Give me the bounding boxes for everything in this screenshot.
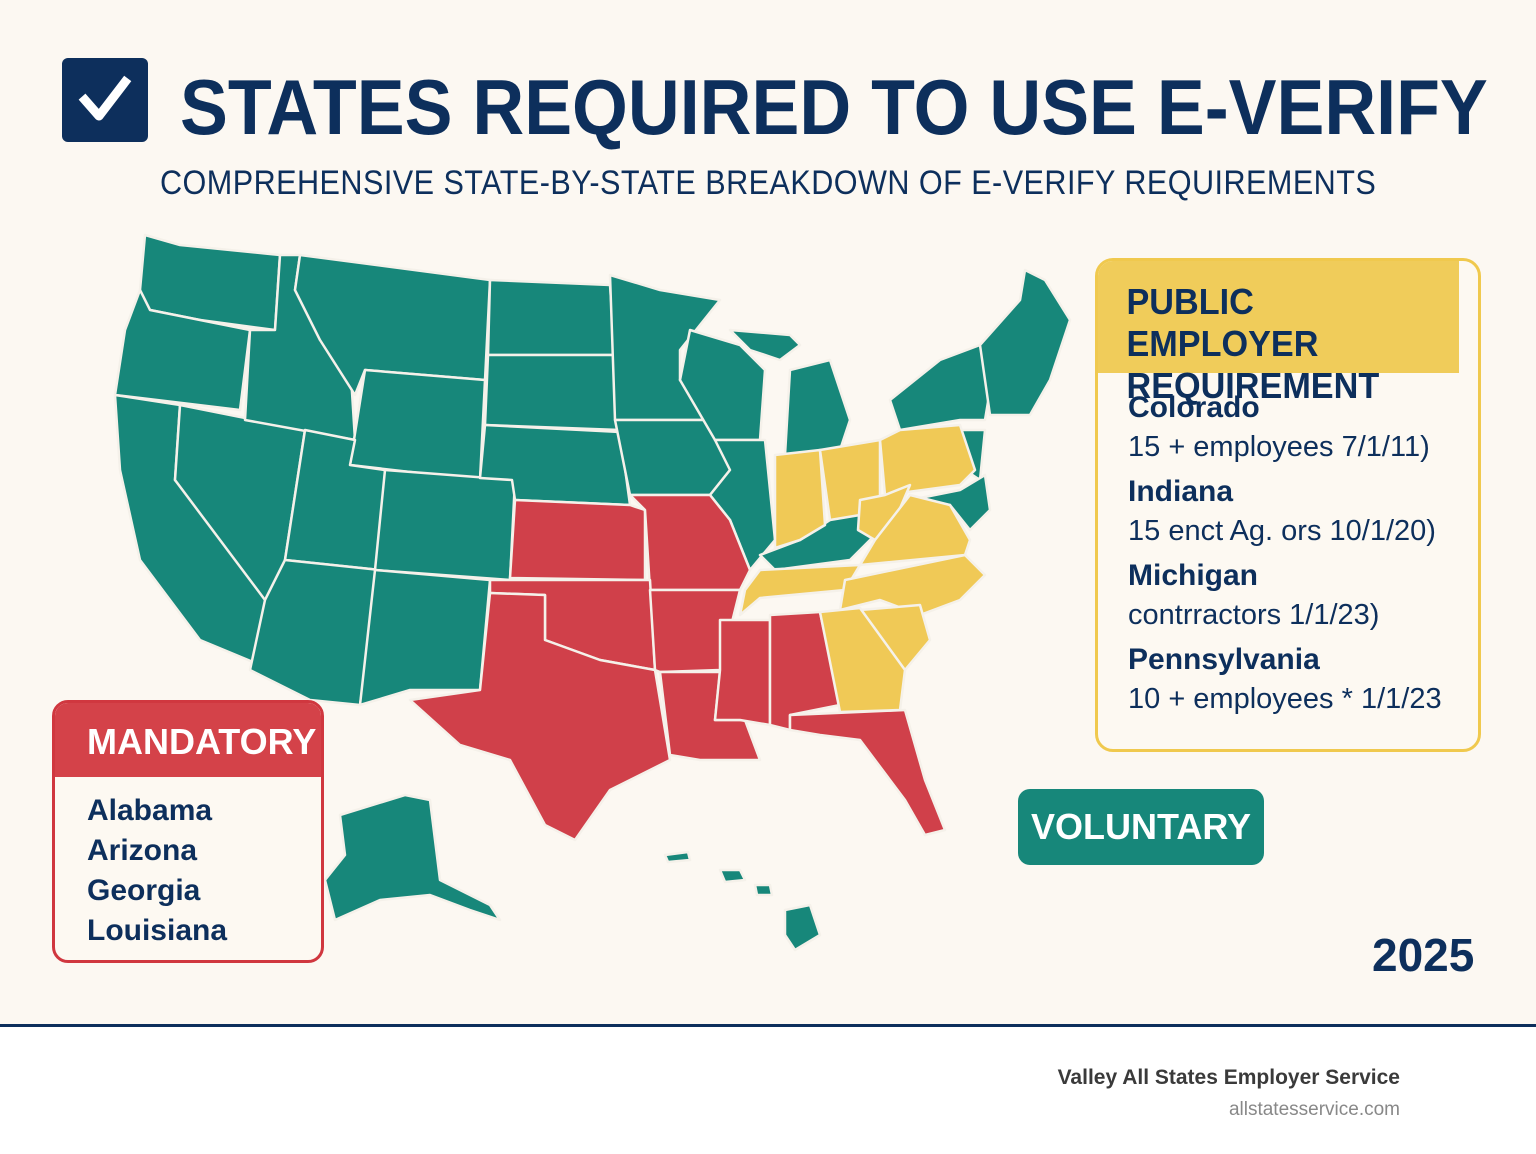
entry-detail: 10 + employees * 1/1/23 (1128, 683, 1442, 715)
state-wyoming (348, 368, 487, 482)
organization-name: Valley All States Employer Service (1057, 1066, 1400, 1089)
state-oregon (113, 288, 252, 412)
public-entry-indiana: Indiana 15 enct Ag. ors 10/1/20) (1128, 473, 1448, 551)
public-entry-colorado: Colorado 15 + employees 7/1/11) (1128, 389, 1448, 467)
state-hawaii-small (718, 868, 747, 884)
page-subtitle: COMPREHENSIVE STATE-BY-STATE BREAKDOWN O… (160, 164, 1377, 202)
mandatory-panel: MANDATORY Alabama Arizona Georgia Louisi… (52, 700, 324, 963)
state-hawaii (783, 903, 822, 952)
state-indiana (773, 448, 827, 550)
page-title: STATES REQUIRED TO USE E-VERIFY (180, 63, 1488, 151)
state-south-dakota (483, 353, 622, 432)
entry-detail: contrractors 1/1/23) (1128, 599, 1380, 631)
mandatory-states (408, 493, 947, 842)
entry-name: Michigan (1128, 559, 1259, 592)
entry-name: Indiana (1128, 475, 1234, 508)
mandatory-title: MANDATORY (55, 703, 321, 777)
footer: Valley All States Employer Service allst… (0, 1027, 1536, 1154)
state-new-york (888, 343, 992, 432)
state-colorado (373, 468, 517, 582)
state-hawaii-small2 (753, 883, 774, 897)
header (62, 58, 148, 142)
state-north-dakota (486, 278, 617, 357)
voluntary-badge: VOLUNTARY (1018, 789, 1264, 865)
state-alaska (323, 793, 502, 922)
state-new-england (978, 268, 1072, 417)
state-michigan (728, 328, 802, 362)
footer-divider (0, 1024, 1536, 1027)
state-hawaii-small3 (663, 850, 692, 864)
state-pennsylvania (878, 423, 977, 497)
state-georgia (818, 606, 907, 714)
state-michigan-lower (783, 358, 852, 457)
mandatory-state: Alabama (87, 794, 213, 827)
public-employer-title: PUBLIC EMPLOYER REQUIREMENT (1098, 261, 1459, 406)
mandatory-state: Louisiana (87, 914, 228, 947)
state-new-mexico (358, 568, 492, 707)
public-entry-pennsylvania: Pennsylvania 10 + employees * 1/1/23 (1128, 641, 1448, 719)
mandatory-state-list: Alabama Arizona Georgia Louisiana (55, 777, 321, 951)
state-texas (408, 591, 672, 842)
state-kansas (508, 498, 647, 582)
mandatory-state: Georgia (87, 874, 201, 907)
mandatory-state: Arizona (87, 834, 198, 867)
state-mississippi (713, 618, 772, 727)
state-missouri (628, 493, 752, 592)
checkbox-checked-icon (62, 58, 148, 142)
public-employer-panel: PUBLIC EMPLOYER REQUIREMENT Colorado 15 … (1095, 258, 1481, 752)
state-tennessee (738, 563, 862, 617)
entry-detail: 15 + employees 7/1/11) (1128, 431, 1430, 463)
entry-detail: 15 enct Ag. ors 10/1/20) (1128, 515, 1436, 547)
us-map (113, 233, 1072, 952)
entry-name: Pennsylvania (1128, 643, 1320, 676)
website-link[interactable]: allstatesservice.com (1228, 1099, 1400, 1120)
year-label: 2025 (1372, 929, 1475, 981)
public-entry-michigan: Michigan contrractors 1/1/23) (1128, 557, 1448, 635)
public-employer-states (738, 423, 987, 714)
voluntary-states (113, 233, 1072, 952)
entry-name: Colorado (1128, 391, 1260, 424)
state-florida (788, 708, 947, 837)
